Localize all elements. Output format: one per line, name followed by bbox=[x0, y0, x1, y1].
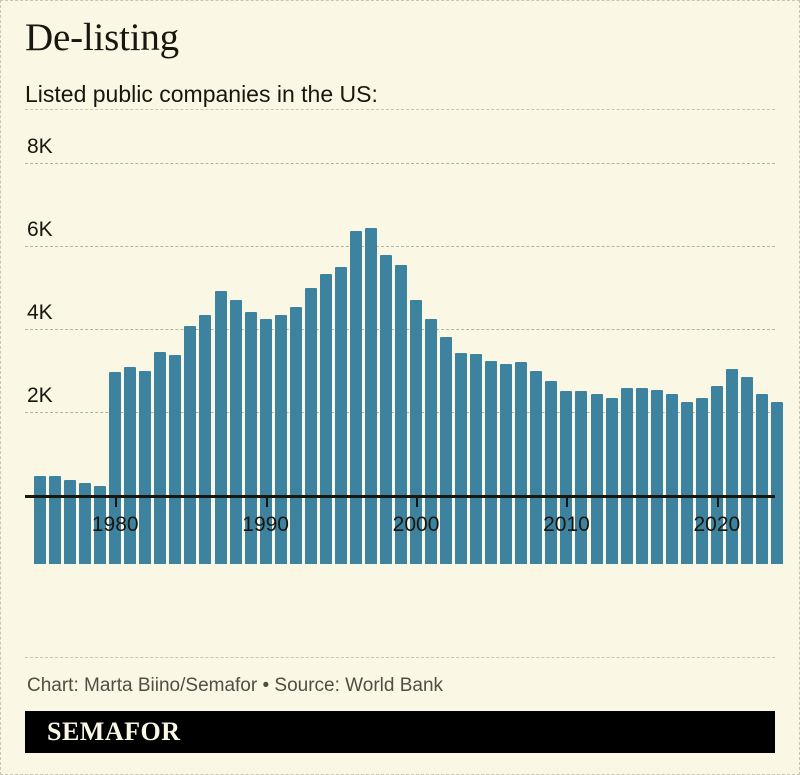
bar bbox=[274, 315, 287, 564]
bar-series bbox=[25, 179, 783, 564]
bar bbox=[695, 398, 708, 564]
credit-line: Chart: Marta Biino/Semafor • Source: Wor… bbox=[27, 675, 444, 696]
gridline-6K: 6K bbox=[25, 218, 775, 247]
plot-canvas: 2K 4K 6K 8K 1980 1990 2000 2010 2020 bbox=[25, 110, 783, 564]
bar bbox=[34, 475, 47, 564]
x-axis-tick-label: 1990 bbox=[242, 513, 289, 536]
y-axis-tick-label: 8K bbox=[27, 135, 53, 158]
bar bbox=[349, 231, 362, 564]
bar bbox=[169, 355, 182, 564]
x-axis-tick bbox=[566, 498, 569, 507]
bar bbox=[620, 387, 633, 564]
bar bbox=[650, 389, 663, 564]
x-axis-line bbox=[25, 495, 775, 498]
chart-subtitle: Listed public companies in the US: bbox=[25, 81, 378, 107]
bar bbox=[319, 273, 332, 564]
bar bbox=[485, 360, 498, 564]
bar bbox=[364, 228, 377, 564]
bar bbox=[665, 393, 678, 564]
x-axis-tick-label: 1980 bbox=[91, 513, 139, 536]
bar bbox=[440, 337, 453, 564]
bar bbox=[79, 482, 92, 564]
chart-footer: Chart: Marta Biino/Semafor • Source: Wor… bbox=[25, 657, 775, 774]
plot-top-divider bbox=[25, 109, 775, 110]
x-axis-tick bbox=[265, 498, 268, 507]
bar bbox=[334, 267, 347, 564]
bar bbox=[94, 485, 107, 564]
bar bbox=[545, 381, 558, 564]
footer-divider bbox=[25, 657, 775, 658]
bar bbox=[154, 351, 167, 564]
bar bbox=[259, 319, 272, 564]
bar bbox=[725, 368, 738, 564]
bar bbox=[49, 475, 62, 564]
bar bbox=[124, 366, 137, 564]
chart-header: De-listing Listed public companies in th… bbox=[1, 1, 799, 109]
bar bbox=[410, 300, 423, 564]
x-axis-tick bbox=[716, 498, 719, 507]
bar bbox=[470, 354, 483, 564]
bar bbox=[139, 371, 152, 564]
plot-area: 2K 4K 6K 8K 1980 1990 2000 2010 2020 bbox=[25, 109, 783, 564]
bar bbox=[184, 325, 197, 564]
bar bbox=[605, 398, 618, 564]
bar bbox=[229, 300, 242, 564]
x-axis-tick bbox=[416, 498, 419, 507]
bar bbox=[515, 362, 528, 564]
semafor-logo: SEMAFOR bbox=[47, 717, 181, 746]
gridline-8K: 8K bbox=[25, 135, 775, 164]
brand-bar: SEMAFOR bbox=[25, 711, 775, 753]
bar bbox=[109, 372, 122, 564]
y-axis-tick-label: 2K bbox=[27, 384, 53, 407]
bar bbox=[455, 352, 468, 564]
bar bbox=[64, 479, 77, 564]
y-axis-tick-label: 4K bbox=[27, 301, 53, 324]
bar bbox=[214, 290, 227, 564]
bar bbox=[394, 265, 407, 564]
page-title: De-listing bbox=[25, 16, 179, 59]
bar bbox=[199, 314, 212, 564]
bar bbox=[590, 393, 603, 564]
bar bbox=[680, 402, 693, 564]
bar bbox=[304, 288, 317, 564]
bar bbox=[530, 370, 543, 564]
bar bbox=[244, 311, 257, 564]
bar bbox=[755, 393, 768, 564]
bar bbox=[560, 390, 573, 564]
y-axis-tick-label: 6K bbox=[27, 218, 53, 241]
bar bbox=[425, 319, 438, 564]
x-axis-tick bbox=[115, 498, 118, 507]
bar bbox=[379, 254, 392, 564]
x-axis-tick-label: 2000 bbox=[392, 513, 440, 536]
bar bbox=[740, 377, 753, 564]
bar bbox=[289, 306, 302, 564]
x-axis-tick-label: 2010 bbox=[543, 513, 590, 536]
bar bbox=[635, 387, 648, 564]
bar bbox=[575, 390, 588, 564]
bar bbox=[770, 402, 783, 564]
x-axis-tick-label: 2020 bbox=[693, 513, 741, 536]
bar bbox=[710, 385, 723, 564]
bar bbox=[500, 363, 513, 564]
